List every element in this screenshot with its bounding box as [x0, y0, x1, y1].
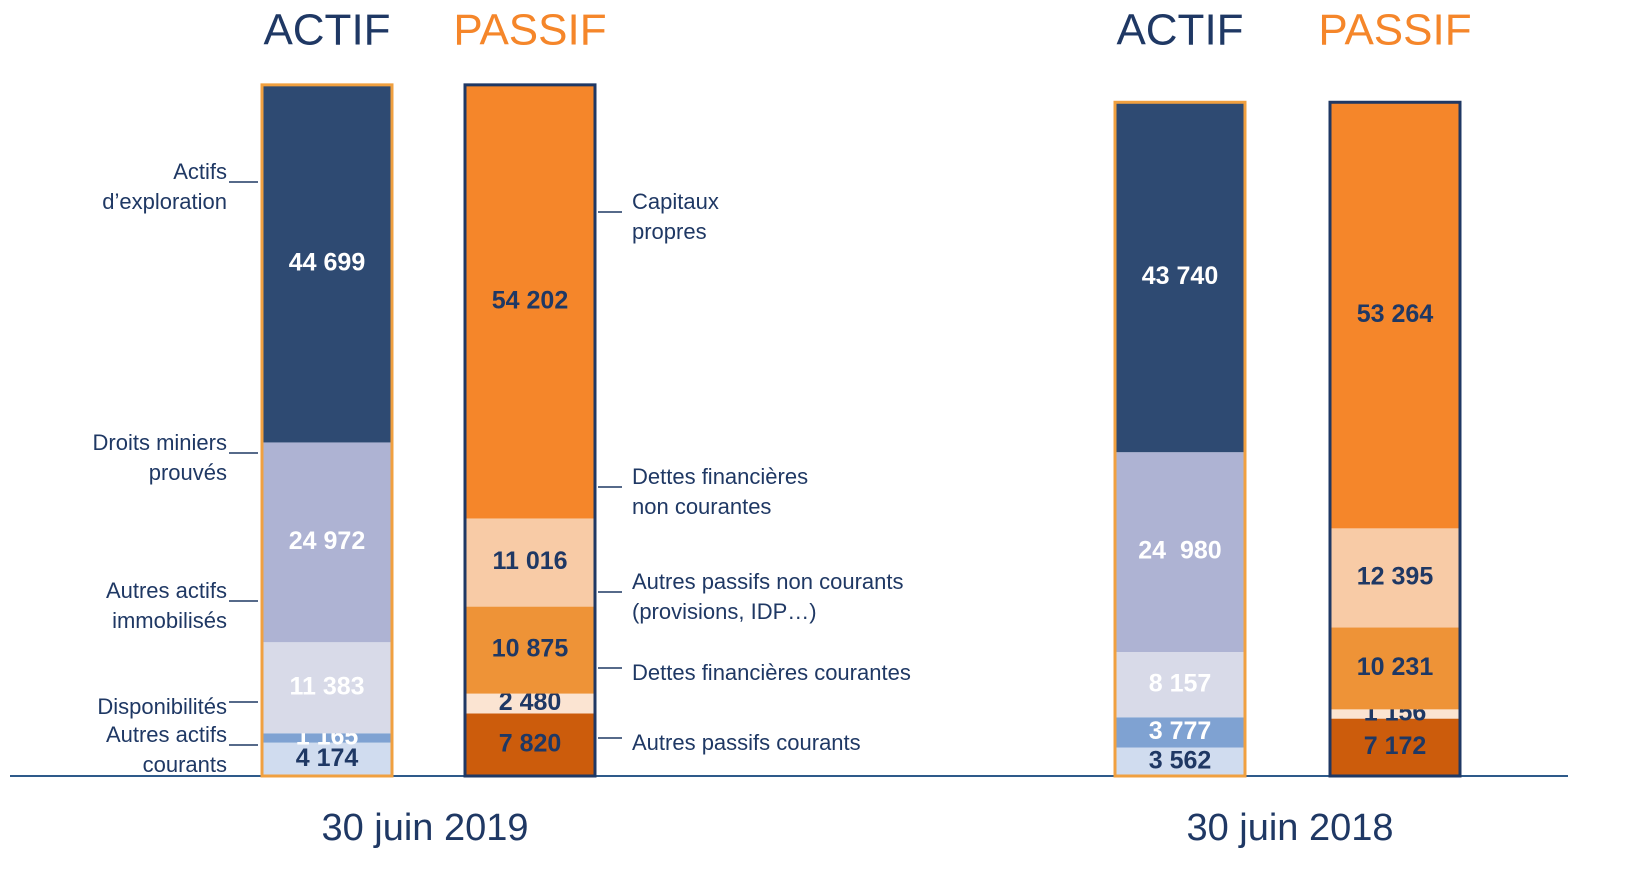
bar-segment: [262, 742, 392, 776]
series-name: Droits miniers prouvés: [92, 430, 227, 485]
value-label: 10 231: [1357, 653, 1434, 681]
bar-outline: [1328, 100, 1462, 778]
series-name: Autres passifs non courants (provisions,…: [632, 569, 904, 624]
value-label: 10 875: [492, 635, 569, 663]
category-label: ACTIF: [263, 6, 390, 55]
bar-segment: [1330, 528, 1460, 628]
category-label: PASSIF: [453, 6, 606, 55]
value-label: 7 172: [1364, 732, 1427, 760]
bar-segment: [1330, 718, 1460, 776]
value-label: 54 202: [492, 286, 568, 314]
value-label: 3 562: [1149, 746, 1212, 774]
category-label: ACTIF: [1116, 6, 1243, 55]
bar-segment: [262, 733, 392, 743]
bar-segment: [465, 518, 595, 607]
chart-title: 30 juin 2019: [321, 807, 528, 849]
bar-segment: [1115, 652, 1245, 718]
category-label: PASSIF: [1318, 6, 1471, 55]
series-name: Autres actifs immobilisés: [105, 578, 227, 633]
bar-segment: [1115, 747, 1245, 776]
value-label: 24 980: [1138, 537, 1221, 565]
series-name: Autres actifs courants: [105, 722, 227, 777]
bar-outline: [260, 83, 394, 778]
bar-segment: [465, 713, 595, 776]
chart-title: 30 juin 2018: [1186, 807, 1393, 849]
bar-segment: [262, 642, 392, 734]
value-label: 53 264: [1357, 300, 1434, 328]
series-name: Actifs d’exploration: [102, 159, 227, 214]
series-name: Capitaux propres: [632, 189, 719, 244]
bar-segment: [1115, 102, 1245, 453]
bar-segment: [1330, 709, 1460, 719]
value-label: 44 699: [289, 248, 365, 276]
bar-segment: [1330, 627, 1460, 710]
bar-segment: [1115, 717, 1245, 748]
value-label: 12 395: [1357, 563, 1434, 591]
series-name: Dettes financières non courantes: [632, 464, 809, 519]
series-name: Autres passifs courants: [632, 730, 861, 755]
bar-segment: [262, 84, 392, 443]
value-label: 11 016: [492, 547, 567, 575]
value-label: 24 972: [289, 527, 365, 555]
value-label: 11 383: [289, 672, 364, 700]
bar-segment: [1115, 452, 1245, 653]
series-name: Dettes financières courantes: [632, 660, 911, 685]
bar-segment: [1330, 102, 1460, 529]
bar-outline: [1113, 100, 1247, 778]
bar-segment: [465, 693, 595, 714]
bar-outline: [463, 83, 597, 778]
value-label: 7 820: [499, 729, 562, 757]
value-label: 43 740: [1142, 262, 1218, 290]
value-label: 8 157: [1149, 669, 1212, 697]
series-name: Disponibilités: [97, 694, 227, 719]
bar-segment: [465, 606, 595, 694]
bar-segment: [465, 84, 595, 519]
bar-segment: [262, 442, 392, 643]
value-label: 3 777: [1149, 717, 1212, 745]
value-label: 4 174: [296, 744, 359, 772]
